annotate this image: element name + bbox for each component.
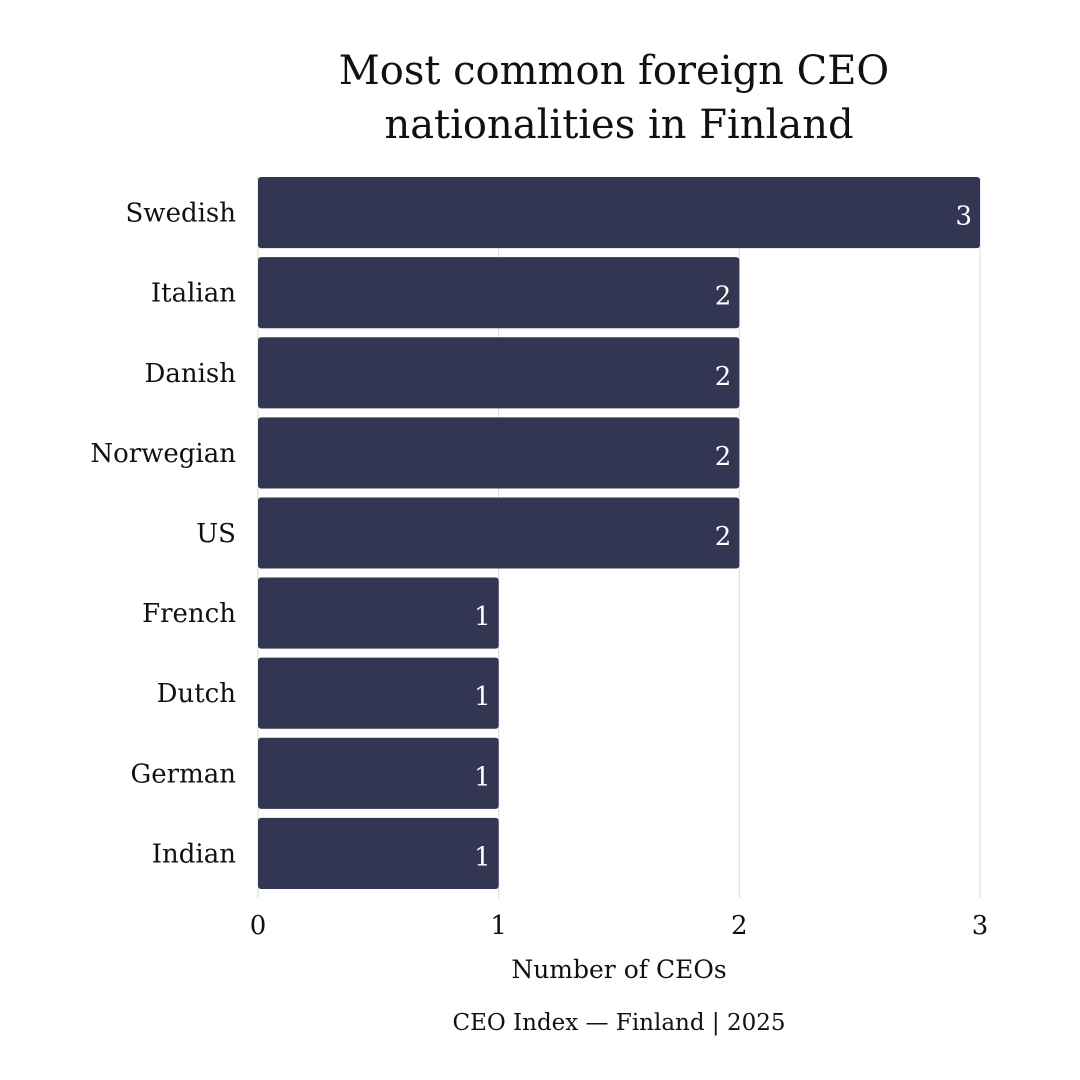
- x-axis-ticks: 0 1 2 3: [250, 911, 989, 941]
- bar-german: [258, 737, 499, 809]
- category-label-indian: Indian: [152, 839, 236, 869]
- value-label-swedish: 3: [955, 202, 972, 232]
- category-label-norwegian: Norwegian: [90, 439, 236, 469]
- category-label-german: German: [131, 759, 237, 789]
- bar-us: [258, 497, 740, 569]
- category-label-italian: Italian: [151, 279, 236, 309]
- value-label-danish: 2: [715, 362, 732, 392]
- bar-dutch: [258, 657, 499, 729]
- value-label-french: 1: [474, 602, 491, 632]
- value-label-norwegian: 2: [715, 442, 732, 472]
- bar-french: [258, 577, 499, 649]
- x-tick-label-1: 1: [490, 911, 507, 941]
- value-label-us: 2: [715, 522, 732, 552]
- bar-norwegian: [258, 417, 740, 489]
- category-label-us: US: [196, 519, 236, 549]
- category-label-dutch: Dutch: [157, 679, 237, 709]
- value-label-german: 1: [474, 762, 491, 792]
- bar-italian: [258, 257, 740, 329]
- category-label-danish: Danish: [145, 359, 237, 389]
- value-label-dutch: 1: [474, 682, 491, 712]
- chart-title-line-2: nationalities in Finland: [384, 102, 853, 148]
- category-label-french: French: [142, 599, 236, 629]
- bar-indian: [258, 817, 499, 889]
- bar-danish: [258, 337, 740, 409]
- chart-title-line-1: Most common foreign CEO: [339, 48, 889, 94]
- value-label-indian: 1: [474, 842, 491, 872]
- category-label-swedish: Swedish: [126, 199, 237, 229]
- value-label-italian: 2: [715, 282, 732, 312]
- x-axis-title: Number of CEOs: [511, 955, 726, 984]
- x-tick-label-2: 2: [731, 911, 748, 941]
- chart-caption: CEO Index — Finland | 2025: [452, 1010, 785, 1036]
- bars: Swedish 3 Italian 2 Danish 2 Norwegian 2 US 2 Fren…: [90, 177, 980, 889]
- bar-swedish: [258, 177, 980, 249]
- x-tick-label-3: 3: [972, 911, 989, 941]
- x-tick-label-0: 0: [250, 911, 267, 941]
